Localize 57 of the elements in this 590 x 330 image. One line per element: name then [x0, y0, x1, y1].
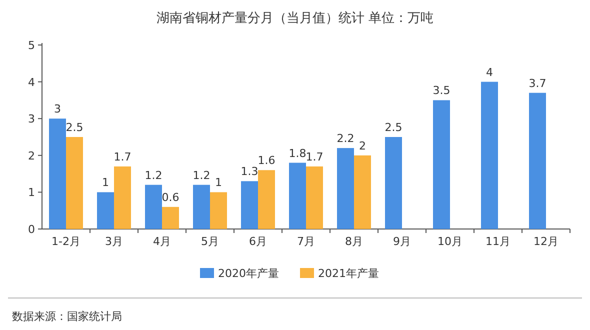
bar — [258, 170, 275, 229]
data-label: 2.2 — [336, 132, 354, 146]
x-tick-label: 10月 — [438, 235, 462, 248]
bar — [210, 192, 227, 229]
data-label: 3 — [54, 102, 61, 116]
legend-label: 2020年产量 — [218, 267, 279, 280]
data-label: 3.5 — [432, 84, 450, 98]
y-tick-label: 1 — [28, 186, 35, 200]
x-tick-label: 6月 — [249, 235, 267, 248]
y-tick-label: 5 — [28, 39, 35, 52]
x-tick-label: 7月 — [297, 235, 315, 248]
y-tick-label: 0 — [28, 223, 35, 236]
data-label: 1.2 — [192, 168, 210, 182]
data-label: 1.8 — [288, 146, 306, 160]
bar — [193, 184, 210, 229]
x-tick-label: 11月 — [486, 235, 510, 248]
data-label: 1.2 — [144, 168, 162, 182]
data-label: 2 — [359, 139, 366, 152]
bar — [306, 166, 323, 229]
x-tick-label: 4月 — [153, 235, 171, 248]
bar — [162, 206, 179, 229]
data-label: 1 — [215, 176, 222, 190]
bar — [145, 184, 162, 229]
data-label: 0.6 — [162, 190, 180, 204]
chart-title: 湖南省铜材产量分月（当月值）统计 单位：万吨 — [156, 11, 434, 26]
data-label: 2.5 — [384, 121, 402, 134]
y-tick-label: 4 — [28, 76, 35, 89]
bar — [354, 155, 371, 229]
data-label: 1.6 — [258, 154, 276, 168]
y-tick-label: 3 — [28, 112, 35, 126]
x-tick-label: 5月 — [201, 235, 219, 248]
y-tick-label: 2 — [28, 149, 35, 162]
data-label: 4 — [486, 66, 493, 79]
data-label: 1 — [102, 176, 109, 190]
legend-label: 2021年产量 — [318, 267, 379, 280]
bar — [289, 162, 306, 229]
bar — [114, 166, 131, 229]
data-label: 1.3 — [240, 165, 258, 178]
x-tick-label: 8月 — [345, 235, 363, 248]
source-note: 数据来源：国家统计局 — [12, 310, 122, 323]
bar — [49, 118, 66, 229]
x-tick-label: 9月 — [393, 235, 411, 248]
x-tick-label: 3月 — [105, 235, 123, 248]
bar — [433, 100, 450, 229]
bar — [97, 192, 114, 229]
x-tick-label: 12月 — [534, 235, 558, 248]
bar — [66, 137, 83, 229]
data-label: 3.7 — [528, 76, 546, 90]
bar — [481, 82, 498, 229]
bar — [385, 137, 402, 229]
bar — [529, 92, 546, 229]
data-label: 2.5 — [66, 121, 84, 134]
data-label: 1.7 — [114, 150, 132, 164]
bar — [241, 181, 258, 229]
data-label: 1.7 — [306, 150, 324, 164]
bar — [337, 148, 354, 229]
x-tick-label: 1-2月 — [52, 235, 80, 248]
